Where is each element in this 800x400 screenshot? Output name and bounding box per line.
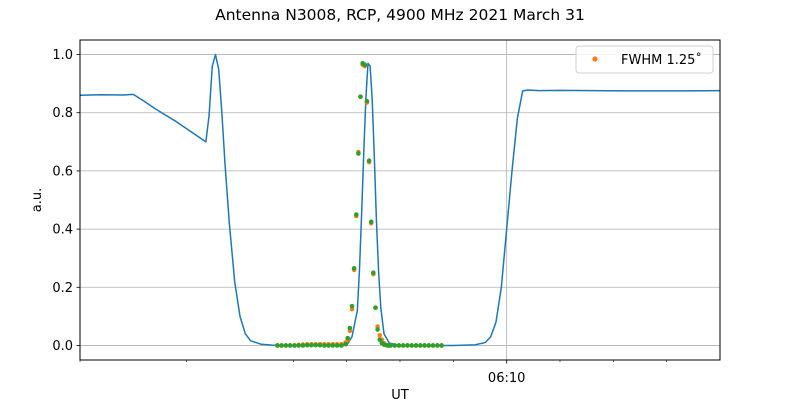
- sample-point: [304, 342, 310, 348]
- fwhm-point: [377, 332, 383, 338]
- sample-point: [353, 212, 359, 217]
- plot-area: [79, 53, 721, 348]
- sample-point: [300, 343, 306, 348]
- y-tick-label: 0.0: [52, 339, 73, 354]
- sample-point: [400, 343, 406, 348]
- sample-point: [275, 343, 280, 348]
- sample-point: [349, 303, 355, 309]
- sample-point: [439, 343, 444, 348]
- sample-point: [435, 343, 440, 348]
- sample-point: [287, 343, 293, 348]
- sample-point: [283, 343, 289, 348]
- y-axis-label: a.u.: [30, 188, 45, 212]
- sample-point: [343, 341, 348, 347]
- chart-title: Antenna N3008, RCP, 4900 MHz 2021 March …: [215, 6, 585, 24]
- sample-point: [330, 343, 336, 348]
- y-tick-label: 0.8: [52, 106, 73, 121]
- sample-point: [368, 219, 374, 225]
- sample-point: [358, 94, 363, 100]
- x-axis-label: UT: [391, 388, 409, 400]
- y-tick-label: 1.0: [52, 48, 73, 63]
- sample-point: [417, 343, 423, 348]
- series-line: [79, 53, 721, 347]
- y-tick-label: 0.6: [52, 164, 73, 179]
- sample-point: [396, 343, 402, 348]
- legend-label: FWHM 1.25˚: [621, 52, 702, 68]
- sample-point: [326, 343, 331, 348]
- sample-point: [309, 342, 314, 348]
- sample-point: [426, 343, 432, 348]
- sample-point: [279, 343, 284, 348]
- sample-point: [362, 62, 368, 68]
- sample-point: [371, 270, 376, 276]
- sample-point: [313, 342, 319, 348]
- legend-marker: [592, 56, 598, 62]
- sample-point: [351, 266, 357, 271]
- sample-point: [392, 343, 397, 348]
- sample-point: [345, 335, 351, 341]
- x-tick-label: 06:10: [488, 371, 525, 386]
- sample-point: [375, 327, 380, 332]
- sample-point: [377, 337, 383, 342]
- sample-point: [388, 343, 393, 348]
- sample-point: [292, 343, 297, 348]
- legend: FWHM 1.25˚: [575, 45, 714, 74]
- sample-point: [321, 343, 327, 348]
- sample-point: [413, 343, 419, 348]
- sample-point: [373, 305, 378, 310]
- sample-point: [356, 151, 361, 156]
- y-tick-label: 0.4: [52, 223, 73, 238]
- y-tick-label: 0.2: [52, 281, 73, 296]
- sample-point: [347, 325, 353, 331]
- sample-point: [296, 343, 301, 348]
- sample-point: [405, 343, 410, 348]
- axis-ticks: 0.0 0.2 0.4 0.6 0.8 1.0 06:10: [52, 48, 667, 386]
- sample-point: [364, 98, 370, 104]
- sample-point: [334, 343, 340, 348]
- sample-point: [430, 343, 436, 348]
- sample-point: [339, 343, 344, 348]
- sample-point: [317, 342, 323, 348]
- sample-point: [366, 158, 372, 164]
- sample-point: [422, 343, 427, 348]
- sample-point: [409, 343, 415, 348]
- legend-box: [575, 45, 714, 74]
